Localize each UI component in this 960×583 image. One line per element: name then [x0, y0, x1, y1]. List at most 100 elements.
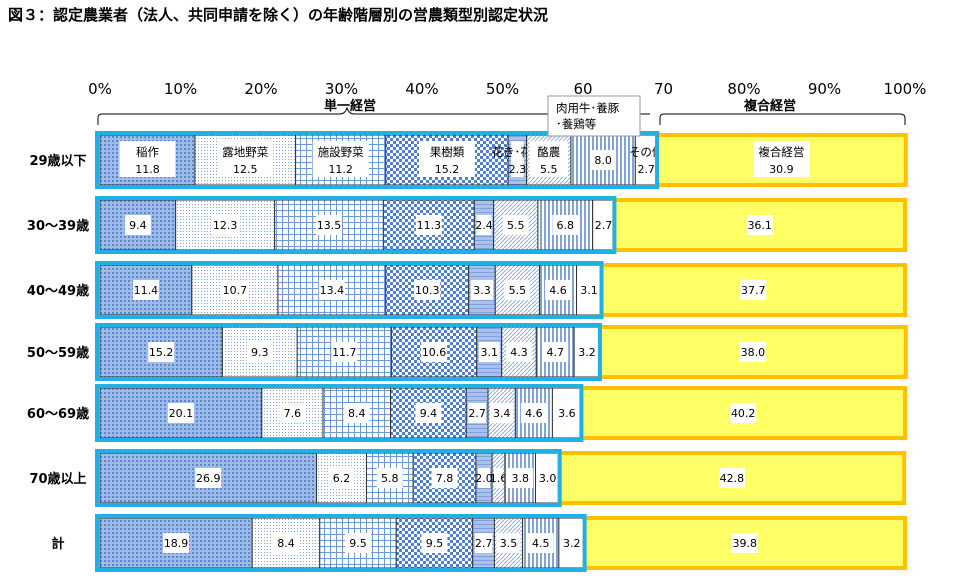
label-bg: [414, 280, 441, 300]
label-bg: [376, 468, 403, 488]
data-label: 9.3: [251, 346, 269, 359]
data-label: 39.8: [733, 537, 758, 550]
data-label: 7.8: [436, 472, 454, 485]
label-bg: [167, 403, 194, 423]
series-name-label: 稲作: [136, 145, 159, 159]
category-label: 40～49歳: [27, 283, 89, 299]
data-label: 10.7: [223, 284, 248, 297]
label-bg: [638, 141, 655, 177]
data-label: 11.4: [134, 284, 159, 297]
data-label: 4.7: [546, 346, 564, 359]
label-bg: [318, 280, 345, 300]
data-label: 2.3: [509, 163, 527, 176]
data-label: 2.0: [475, 472, 493, 485]
label-bg: [431, 468, 458, 488]
label-bg: [494, 468, 503, 488]
label-bg: [345, 533, 372, 553]
label-bg: [421, 533, 448, 553]
data-label: 5.5: [507, 219, 525, 232]
x-tick-label: 20%: [244, 80, 277, 98]
x-tick-label: 90%: [808, 80, 841, 98]
x-tick-label: 30%: [325, 80, 358, 98]
data-label: 3.2: [578, 346, 596, 359]
data-label: 4.6: [549, 284, 567, 297]
label-bg: [421, 342, 448, 362]
category-label: 29歳以下: [29, 153, 86, 169]
series-name-label: 酪農: [537, 145, 560, 159]
series-name-label: 複合経営: [758, 145, 804, 159]
label-bg: [542, 342, 569, 362]
data-label: 3.1: [480, 346, 498, 359]
category-label: 30～39歳: [27, 218, 89, 234]
chart-title: 図３：認定農業者（法人、共同申請を除く）の年齢階層別の営農類型別認定状況: [8, 6, 549, 24]
data-label: 3.4: [493, 407, 511, 420]
label-bg: [504, 280, 531, 300]
label-bg: [217, 141, 274, 177]
data-label: 8.4: [348, 407, 366, 420]
x-tick-label: 80%: [727, 80, 760, 98]
data-label: 3.3: [473, 284, 491, 297]
label-bg: [163, 533, 190, 553]
label-bg: [554, 403, 580, 423]
data-label: 11.7: [332, 346, 357, 359]
data-label: 6.2: [333, 472, 351, 485]
x-tick-label: 100%: [884, 80, 927, 98]
data-label: 5.5: [540, 163, 558, 176]
data-label: 3.5: [500, 537, 518, 550]
series-name-label: 露地野菜: [222, 145, 268, 159]
label-bg: [718, 468, 745, 488]
data-label: 9.5: [426, 537, 444, 550]
single-management-outline: [95, 384, 584, 442]
label-bg: [529, 141, 568, 177]
data-label: 9.4: [420, 407, 438, 420]
series-name-label: 施設野菜: [318, 145, 364, 159]
label-bg: [132, 280, 159, 300]
label-bg: [119, 141, 176, 177]
category-label: 50～59歳: [27, 345, 89, 361]
label-bg: [212, 215, 239, 235]
label-bg: [331, 342, 358, 362]
data-label: 2.7: [468, 407, 486, 420]
label-bg: [594, 215, 613, 235]
data-label: 4.6: [525, 407, 543, 420]
data-label: 15.2: [149, 346, 174, 359]
data-label: 40.2: [731, 407, 756, 420]
label-bg: [312, 141, 369, 177]
label-bg: [552, 215, 579, 235]
label-bg: [730, 403, 757, 423]
label-bg: [272, 533, 299, 553]
label-bg: [478, 342, 500, 362]
data-label: 18.9: [164, 537, 189, 550]
label-bg: [470, 280, 494, 300]
label-bg: [195, 468, 222, 488]
label-bg: [511, 141, 524, 177]
single-management-outline: [95, 131, 660, 189]
data-label: 42.8: [720, 472, 745, 485]
label-bg: [246, 342, 273, 362]
single-management-outline: [95, 514, 587, 572]
category-label: 70歳以上: [29, 471, 86, 487]
label-bg: [490, 403, 514, 423]
data-label: 2.7: [595, 219, 613, 232]
label-bg: [468, 403, 487, 423]
label-bg: [753, 141, 810, 177]
label-bg: [476, 215, 492, 235]
data-label: 3.2: [563, 537, 581, 550]
label-bg: [343, 403, 370, 423]
data-label: 3.1: [580, 284, 598, 297]
data-label: 2.7: [475, 537, 493, 550]
data-label: 4.5: [532, 537, 550, 550]
label-bg: [316, 215, 343, 235]
data-label: 15.2: [435, 163, 460, 176]
data-label: 12.3: [213, 219, 238, 232]
label-bg: [578, 280, 600, 300]
label-bg: [124, 215, 151, 235]
data-label: 6.8: [557, 219, 575, 232]
data-label: 36.1: [747, 219, 772, 232]
data-label: 11.3: [417, 219, 442, 232]
x-tick-label: 10%: [164, 80, 197, 98]
data-label: 9.5: [349, 537, 367, 550]
label-bg: [477, 468, 491, 488]
data-label: 7.6: [284, 407, 302, 420]
